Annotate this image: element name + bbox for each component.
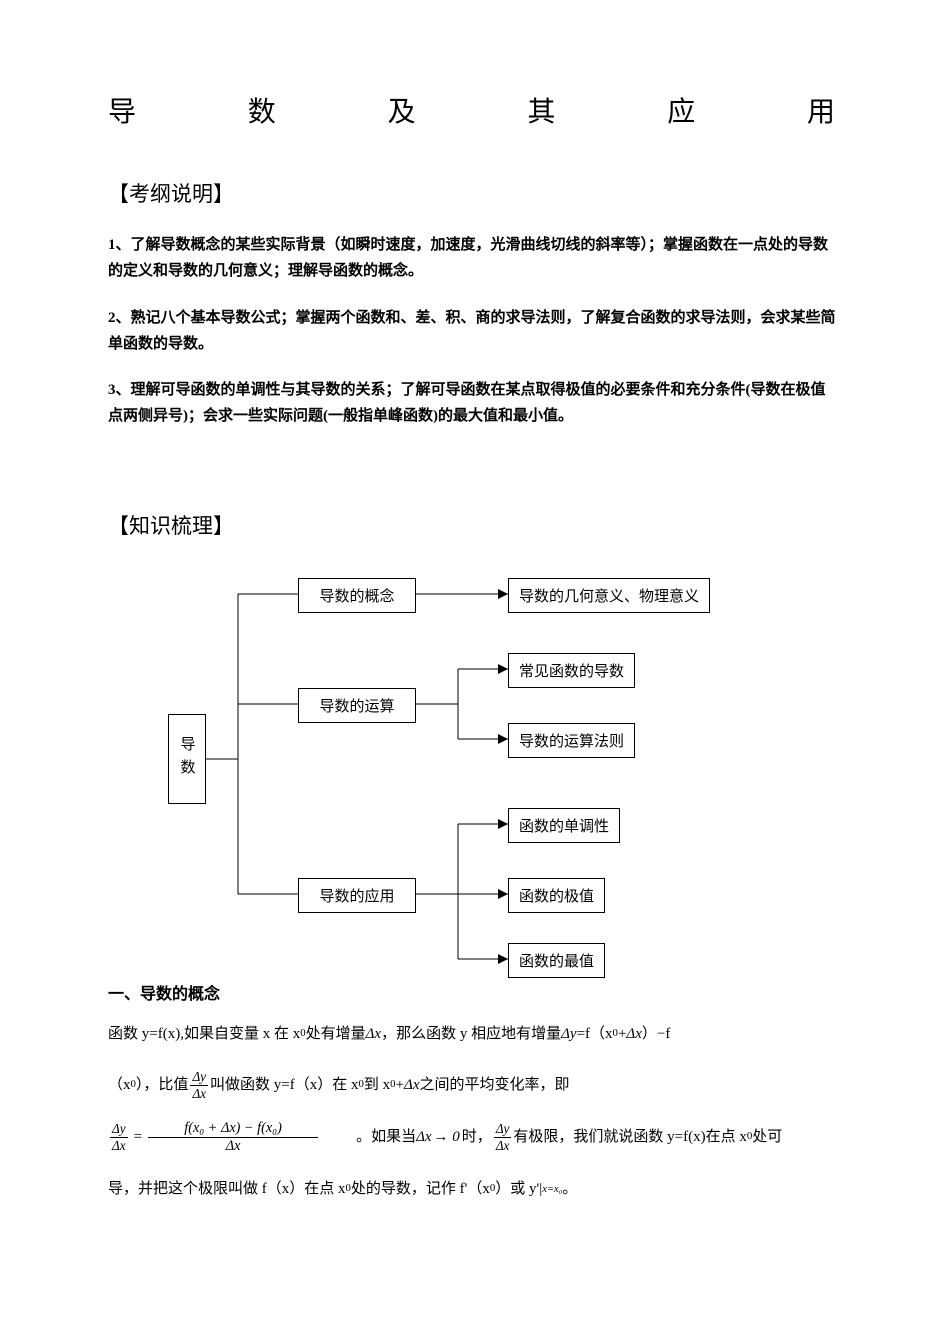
eq-sign: = <box>134 1121 142 1154</box>
node-leaf-2a: 常见函数的导数 <box>508 653 635 688</box>
frac-main-den: Δx <box>148 1138 318 1155</box>
math-dy: Δy <box>561 1018 576 1051</box>
concept-diagram: 导数 导数的概念 导数的几何意义、物理意义 导数的运算 常见函数的导数 导数的运… <box>168 564 778 974</box>
subsection-title: 一、导数的概念 <box>108 980 837 1004</box>
sup: x=x₀ <box>542 1178 562 1201</box>
title-char: 数 <box>248 90 278 130</box>
para-2: 2、熟记八个基本导数公式；掌握两个函数和、差、积、商的求导法则，了解复合函数的求… <box>108 305 837 358</box>
node-root: 导数 <box>168 714 206 804</box>
title-char: 导 <box>108 90 138 130</box>
frac-dy-dx-right: Δy Δx <box>494 1121 512 1154</box>
txt: ）−f <box>642 1018 670 1051</box>
txt: 。 <box>562 1173 577 1206</box>
node-leaf-3b: 函数的极值 <box>508 878 605 913</box>
txt: 。如果当 <box>356 1121 416 1154</box>
frac-den: Δx <box>190 1086 208 1102</box>
txt: + <box>396 1069 404 1102</box>
txt: ，那么函数 y 相应地有增量 <box>381 1018 561 1051</box>
page-title: 导 数 及 其 应 用 <box>108 90 837 130</box>
frac-num: Δy <box>190 1069 208 1086</box>
txt: 函数 y=f(x),如果自变量 x 在 x <box>108 1018 300 1051</box>
math-dx: Δx <box>626 1018 641 1051</box>
math-dx: Δx <box>404 1069 419 1102</box>
txt: 时， <box>462 1121 492 1154</box>
node-leaf-3c: 函数的最值 <box>508 943 605 978</box>
diagram-connectors <box>168 564 778 974</box>
frac-dy-dx: Δy Δx <box>190 1069 208 1102</box>
txt: 到 x <box>364 1069 390 1102</box>
para-3: 3、理解可导函数的单调性与其导数的关系；了解可导函数在某点取得极值的必要条件和充… <box>108 377 837 430</box>
title-char: 用 <box>807 90 837 130</box>
math-dx: Δx <box>416 1121 431 1154</box>
title-char: 应 <box>667 90 697 130</box>
txt: 之间的平均变化率，即 <box>420 1069 570 1102</box>
title-char: 及 <box>388 90 418 130</box>
txt: ）或 y'| <box>495 1173 542 1206</box>
node-leaf-1: 导数的几何意义、物理意义 <box>508 578 710 613</box>
math-dx: Δx <box>366 1018 381 1051</box>
arrow: → 0 <box>434 1121 460 1154</box>
txt: 叫做函数 y=f（x）在 x <box>210 1069 358 1102</box>
body-text: 函数 y=f(x),如果自变量 x 在 x0 处有增量 Δx ，那么函数 y 相… <box>108 1018 837 1206</box>
txt: =f（x <box>577 1018 613 1051</box>
txt: 处有增量 <box>306 1018 366 1051</box>
frac-main-num: f(x₀ + Δx) − f(x₀) <box>148 1120 318 1138</box>
frac-main: f(x₀ + Δx) − f(x₀) Δx <box>148 1120 318 1155</box>
frac-num: Δy <box>110 1121 128 1138</box>
section-heading-knowledge: 【知识梳理】 <box>108 510 837 540</box>
txt: 有极限，我们就说函数 y=f(x)在点 x <box>513 1121 746 1154</box>
frac-num: Δy <box>494 1121 512 1138</box>
node-leaf-2b: 导数的运算法则 <box>508 723 635 758</box>
txt: 处可 <box>752 1121 782 1154</box>
frac-den: Δx <box>110 1138 128 1154</box>
node-branch-2: 导数的运算 <box>298 688 416 723</box>
title-char: 其 <box>527 90 557 130</box>
txt: 处的导数，记作 f'（x <box>351 1173 490 1206</box>
txt: （x <box>108 1069 131 1102</box>
txt: 导，并把这个极限叫做 f（x）在点 x <box>108 1173 346 1206</box>
node-leaf-3a: 函数的单调性 <box>508 808 620 843</box>
node-branch-1: 导数的概念 <box>298 578 416 613</box>
frac-den: Δx <box>494 1138 512 1154</box>
section-heading-exam: 【考纲说明】 <box>108 178 837 208</box>
para-1: 1、了解导数概念的某些实际背景（如瞬时速度，加速度，光滑曲线切线的斜率等）；掌握… <box>108 232 837 285</box>
frac-dy-dx-left: Δy Δx <box>110 1121 128 1154</box>
node-branch-3: 导数的应用 <box>298 878 416 913</box>
txt: ），比值 <box>136 1069 189 1102</box>
